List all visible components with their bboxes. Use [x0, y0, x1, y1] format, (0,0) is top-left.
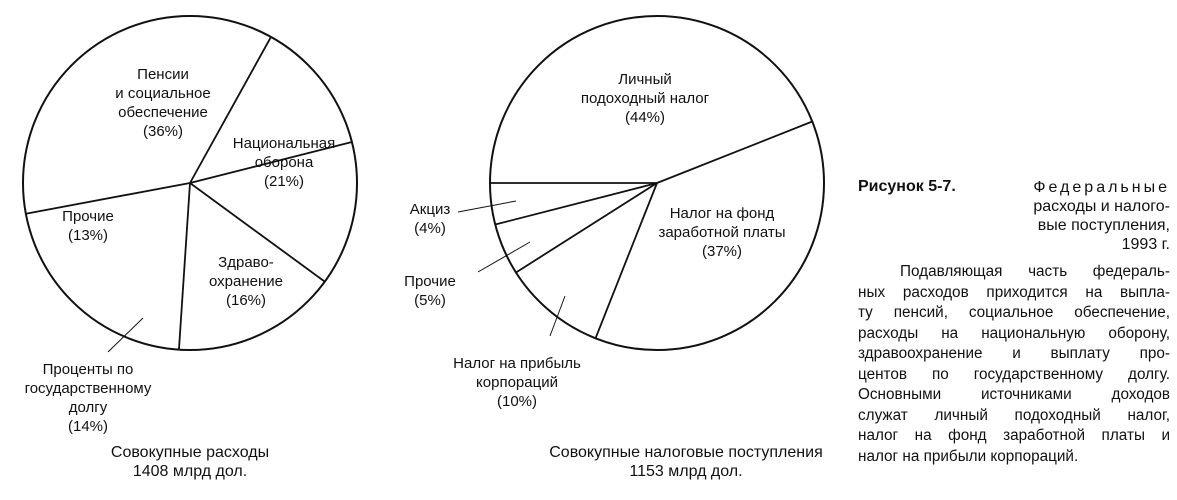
pie-charts: Пенсии и социальное обеспечение (36%) Национ…: [22, 15, 825, 480]
slice-label-line: охранение: [209, 273, 283, 290]
leader-line: [549, 295, 566, 337]
body-line: налог на фонд заработной платы и: [858, 427, 1170, 444]
figure-title-line: расходы и налого-: [1033, 198, 1170, 215]
body-line: Основными источниками доходов: [858, 386, 1170, 403]
slice-label: Проценты по государственному долгу (14%): [25, 361, 152, 435]
figure-title-line: Федеральные: [1033, 179, 1170, 196]
figure-title-line: вые поступления,: [1037, 217, 1170, 234]
leader-line: [107, 317, 144, 353]
body-line: Подавляющая часть федераль-: [900, 263, 1170, 280]
slice-label: Здраво-охранение (16%): [209, 254, 283, 309]
body-line: центов по государственному долгу.: [858, 365, 1170, 383]
chart-caption-line: 1408 млрд дол.: [133, 463, 247, 480]
slice-label-line: Прочие: [404, 273, 456, 290]
slice-boundary: [189, 141, 353, 184]
slice-label-line: Налог на фонд: [670, 205, 775, 222]
slice-label-line: (10%): [497, 393, 537, 410]
body-line: служат личный подоходный налог,: [858, 406, 1170, 424]
slice-label-line: Личный: [618, 71, 671, 88]
slice-label-line: оборона: [255, 154, 314, 171]
body-line: налог на прибыли корпораций.: [858, 447, 1079, 465]
chart-caption-line: 1153 млрд дол.: [629, 463, 742, 480]
body-line: здравоохранение и выплату про-: [858, 345, 1170, 362]
slice-label-line: (13%): [68, 227, 108, 244]
slice-label: Личный подоходный налог (44%): [581, 71, 710, 126]
slice-label-line: Национальная: [233, 135, 335, 152]
slice-label-line: Налог на прибыль: [453, 355, 581, 372]
slice-label-line: Пенсии: [137, 66, 189, 83]
slice-boundary: [25, 182, 191, 215]
slice-label: Прочие (5%): [404, 273, 456, 309]
figure-number: Рисунок 5-7.: [858, 178, 956, 195]
slice-label-line: долгу: [69, 399, 108, 416]
slice-label-line: (44%): [625, 109, 665, 126]
slice-label-line: обеспечение: [118, 104, 208, 121]
slice-label: Прочие (13%): [62, 208, 114, 244]
slice-label-line: заработной платы: [658, 224, 785, 241]
figure-title: Федеральные расходы и налого- вые поступ…: [1010, 178, 1170, 254]
slice-label-line: Проценты по: [43, 361, 134, 378]
slice-label-line: (16%): [226, 292, 266, 309]
slice-label-line: Здраво-: [218, 254, 274, 271]
slice-label: Пенсии и социальное обеспечение (36%): [115, 66, 210, 140]
slice-label: Национальная оборона (21%): [233, 135, 335, 190]
leader-line: [457, 200, 517, 213]
slice-boundary: [189, 36, 272, 184]
pie-outline: [22, 15, 358, 351]
slice-label-line: подоходный налог: [581, 90, 710, 107]
slice-boundary: [515, 182, 658, 274]
slice-label-line: (5%): [414, 292, 446, 309]
slice-boundary: [656, 120, 813, 184]
body-line: расходы на национальную оборону,: [858, 324, 1170, 342]
slice-boundary: [495, 182, 658, 226]
slice-label: Налог на фонд заработной платы (37%): [658, 205, 785, 260]
slice-label-line: (4%): [414, 220, 446, 237]
figure-title-line: 1993 г.: [1121, 236, 1170, 253]
slice-label-line: (21%): [264, 173, 304, 190]
slice-label-line: корпораций: [476, 374, 558, 391]
body-paragraph: Подавляющая часть федераль- ных расходов…: [858, 262, 1170, 467]
slice-boundary: [178, 182, 191, 350]
body-line: ных расходов приходится на выпла-: [858, 283, 1170, 301]
slice-label-line: (14%): [68, 418, 108, 435]
slice-label-line: (37%): [702, 243, 742, 260]
leader-line: [477, 241, 531, 273]
slice-label-line: и социальное: [115, 85, 210, 102]
chart-caption-line: Совокупные налоговые поступления: [549, 444, 822, 461]
slice-label-line: Прочие: [62, 208, 114, 225]
slice-label: Акциз (4%): [410, 201, 451, 237]
slice-label: Налог на прибыль корпораций (10%): [453, 355, 581, 410]
slice-boundary: [594, 182, 658, 339]
slice-boundary: [189, 182, 326, 283]
chart-caption-line: Совокупные расходы: [111, 444, 269, 461]
chart-caption: Совокупные расходы 1408 млрд дол.: [111, 444, 269, 480]
slice-label-line: (36%): [143, 123, 183, 140]
slice-label-line: Акциз: [410, 201, 451, 218]
body-line: ту пенсий, социальное обеспечение,: [858, 304, 1170, 321]
chart-caption: Совокупные налоговые поступления 1153 млр…: [549, 444, 822, 480]
slice-label-line: государственному: [25, 380, 152, 397]
